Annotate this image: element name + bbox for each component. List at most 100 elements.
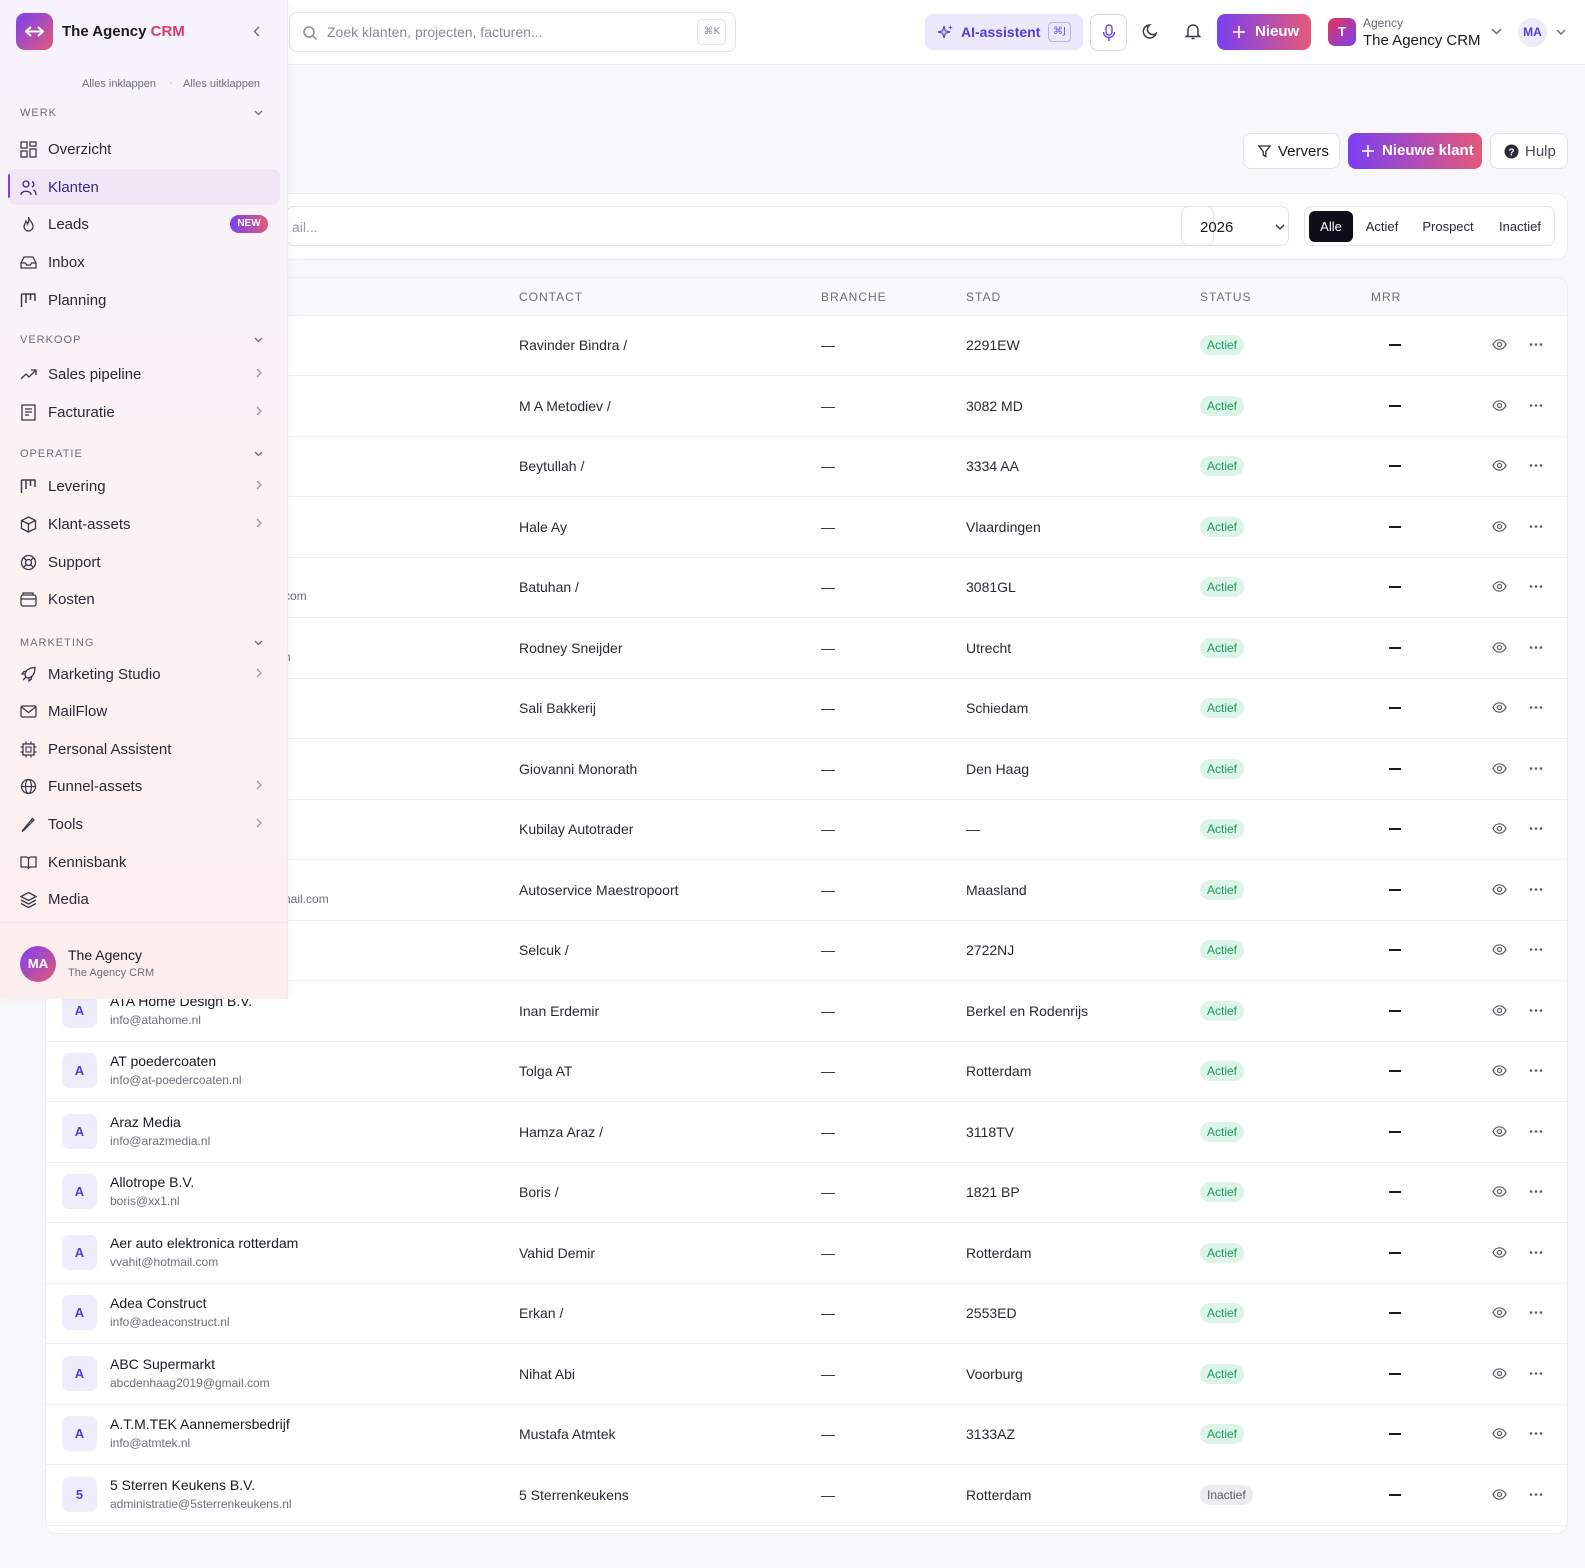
sidebar-item-overzicht[interactable]: Overzicht [8, 131, 280, 167]
table-row[interactable]: A Araz Media info@arazmedia.nl Hamza Araz /… [46, 1102, 1567, 1163]
more-options-icon[interactable] [1528, 700, 1544, 715]
view-icon[interactable] [1492, 1184, 1507, 1199]
table-row[interactable]: A ABC Supermarkt abcdenhaag2019@gmail.com N… [46, 1344, 1567, 1405]
more-options-icon[interactable] [1528, 1003, 1544, 1018]
table-row[interactable]: nail.com Autoservice Maestropoort — Maaslan… [46, 860, 1567, 921]
table-row[interactable]: M A Metodiev / — 3082 MD Actief [46, 376, 1567, 437]
view-icon[interactable] [1492, 640, 1507, 655]
more-options-icon[interactable] [1528, 1305, 1544, 1320]
header-mrr[interactable]: MRR [1371, 290, 1402, 304]
more-options-icon[interactable] [1528, 821, 1544, 836]
view-icon[interactable] [1492, 1124, 1507, 1139]
client-name[interactable]: Adea Construct [110, 1295, 207, 1311]
sidebar-item-facturatie[interactable]: Facturatie [8, 394, 280, 430]
table-row[interactable]: Giovanni Monorath — Den Haag Actief [46, 739, 1567, 800]
refresh-button[interactable]: Ververs [1243, 133, 1340, 169]
view-icon[interactable] [1492, 700, 1507, 715]
global-search-input[interactable]: Zoek klanten, projecten, facturen... ⌘K [289, 12, 736, 52]
more-options-icon[interactable] [1528, 1366, 1544, 1381]
more-options-icon[interactable] [1528, 1184, 1544, 1199]
sidebar-footer[interactable]: MA The Agency The Agency CRM [0, 922, 288, 999]
section-marketing[interactable]: MARKETING [20, 637, 95, 649]
view-icon[interactable] [1492, 882, 1507, 897]
user-menu-chevron-icon[interactable] [1556, 29, 1566, 36]
new-client-button[interactable]: Nieuwe klant [1348, 133, 1482, 169]
view-icon[interactable] [1492, 1245, 1507, 1260]
sidebar-item-klant-assets[interactable]: Klant-assets [8, 506, 280, 542]
view-icon[interactable] [1492, 579, 1507, 594]
year-select[interactable]: 2026 [1181, 206, 1289, 246]
user-avatar[interactable]: MA [1518, 18, 1547, 47]
more-options-icon[interactable] [1528, 1063, 1544, 1078]
sidebar-item-klanten[interactable]: Klanten [8, 169, 280, 205]
more-options-icon[interactable] [1528, 337, 1544, 352]
view-icon[interactable] [1492, 458, 1507, 473]
view-icon[interactable] [1492, 337, 1507, 352]
voice-button[interactable] [1090, 14, 1127, 51]
table-row[interactable]: Hale Ay — Vlaardingen Actief [46, 497, 1567, 558]
section-operatie[interactable]: OPERATIE [20, 448, 83, 460]
table-row[interactable]: Ravinder Bindra / — 2291EW Actief [46, 315, 1567, 376]
view-icon[interactable] [1492, 1366, 1507, 1381]
segment-inactief[interactable]: Inactief [1499, 219, 1541, 234]
sidebar-item-kennisbank[interactable]: Kennisbank [8, 844, 280, 880]
table-row[interactable]: A A.T.M.TEK Aannemersbedrijf info@atmtek.n… [46, 1404, 1567, 1465]
segment-prospect[interactable]: Prospect [1422, 219, 1474, 234]
moon-icon[interactable] [1142, 22, 1160, 40]
view-icon[interactable] [1492, 519, 1507, 534]
table-row[interactable]: Selcuk / — 2722NJ Actief [46, 920, 1567, 981]
section-verkoop[interactable]: VERKOOP [20, 334, 82, 346]
view-icon[interactable] [1492, 821, 1507, 836]
sidebar-item-kosten[interactable]: Kosten [8, 581, 280, 617]
collapse-all-link[interactable]: Alles inklappen [82, 78, 156, 90]
more-options-icon[interactable] [1528, 640, 1544, 655]
sidebar-item-leads[interactable]: Leads NEW [8, 206, 280, 242]
table-row[interactable]: Beytullah / — 3334 AA Actief [46, 436, 1567, 497]
chevron-down-icon[interactable] [254, 337, 263, 343]
table-row[interactable]: A Allotrope B.V. boris@xx1.nl Boris / — 1821 … [46, 1162, 1567, 1223]
client-name[interactable]: A.T.M.TEK Aannemersbedrijf [110, 1416, 290, 1432]
client-name[interactable]: Araz Media [110, 1113, 181, 1130]
header-branche[interactable]: BRANCHE [821, 290, 887, 304]
client-search-input[interactable]: ail... [286, 206, 1214, 246]
table-row[interactable]: 5 5 Sterren Keukens B.V. administratie@5st… [46, 1465, 1567, 1526]
more-options-icon[interactable] [1528, 1245, 1544, 1260]
more-options-icon[interactable] [1528, 1124, 1544, 1139]
table-row[interactable]: Kubilay Autotrader — — Actief [46, 799, 1567, 860]
chevron-down-icon[interactable] [254, 451, 263, 457]
collapse-sidebar-icon[interactable] [253, 26, 260, 37]
chevron-down-icon[interactable] [254, 110, 263, 116]
sidebar-item-mailflow[interactable]: MailFlow [8, 693, 280, 729]
bell-icon[interactable] [1184, 22, 1202, 40]
sidebar-item-funnel-assets[interactable]: Funnel-assets [8, 768, 280, 804]
table-row[interactable]: A Aer auto elektronica rotterdam vvahit@ho… [46, 1223, 1567, 1284]
sidebar-item-tools[interactable]: Tools [8, 806, 280, 842]
more-options-icon[interactable] [1528, 519, 1544, 534]
table-row[interactable]: A Adea Construct info@adeaconstruct.nl Erka… [46, 1283, 1567, 1344]
section-werk[interactable]: WERK [20, 107, 57, 119]
sidebar-item-marketing-studio[interactable]: Marketing Studio [8, 656, 280, 692]
sidebar-item-inbox[interactable]: Inbox [8, 244, 280, 280]
table-row[interactable]: A AT poedercoaten info@at-poedercoaten.nl T… [46, 1041, 1567, 1102]
header-stad[interactable]: STAD [966, 290, 1002, 304]
view-icon[interactable] [1492, 1426, 1507, 1441]
more-options-icon[interactable] [1528, 458, 1544, 473]
ai-assistant-button[interactable]: AI-assistent ⌘J [925, 14, 1083, 50]
more-options-icon[interactable] [1528, 761, 1544, 776]
chevron-down-icon[interactable] [254, 640, 263, 646]
more-options-icon[interactable] [1528, 398, 1544, 413]
view-icon[interactable] [1492, 1003, 1507, 1018]
agency-switcher[interactable]: T Agency The Agency CRM [1328, 15, 1518, 51]
more-options-icon[interactable] [1528, 1426, 1544, 1441]
sidebar-item-planning[interactable]: Planning [8, 282, 280, 318]
view-icon[interactable] [1492, 761, 1507, 776]
sidebar-item-levering[interactable]: Levering [8, 468, 280, 504]
view-icon[interactable] [1492, 1305, 1507, 1320]
client-name[interactable]: ABC Supermarkt [110, 1355, 216, 1372]
view-icon[interactable] [1492, 1487, 1507, 1502]
view-icon[interactable] [1492, 1063, 1507, 1078]
more-options-icon[interactable] [1528, 882, 1544, 897]
segment-actief[interactable]: Actief [1365, 219, 1399, 234]
client-name[interactable]: AT poedercoaten [110, 1053, 217, 1069]
table-row[interactable]: com Batuhan / — 3081GL Actief [46, 557, 1567, 618]
